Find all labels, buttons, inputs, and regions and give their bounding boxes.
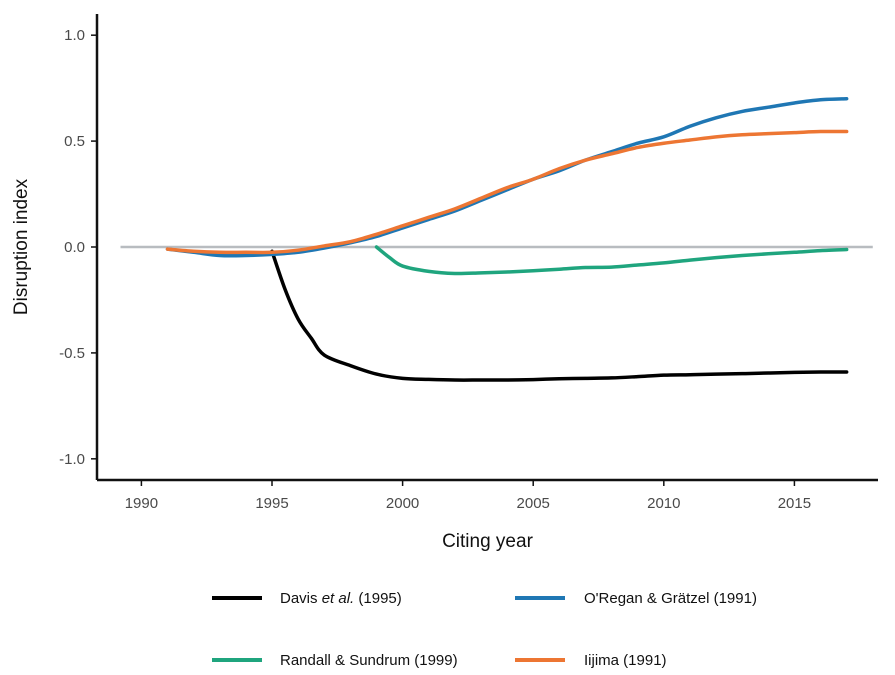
x-tick-label: 1990 xyxy=(125,495,158,512)
x-tick-label: 1995 xyxy=(255,495,288,512)
y-axis-title: Disruption index xyxy=(11,178,32,315)
x-tick-label: 2015 xyxy=(778,495,811,512)
y-tick-label: 0.5 xyxy=(64,133,85,150)
y-tick-label: -0.5 xyxy=(59,345,85,362)
legend-item-iijima-1991: Iijima (1991) xyxy=(515,652,667,669)
legend-item-davis-et-al-1995: Davis et al. (1995) xyxy=(212,590,402,607)
axes: -1.0 -0.5 0.0 0.5 1.0 1990 1995 2000 2005 2010 201… xyxy=(59,14,878,512)
series-line-iijima-1991 xyxy=(165,129,849,255)
legend-item-randall-sundrum-1999: Randall & Sundrum (1999) xyxy=(212,652,458,669)
x-tick-label: 2005 xyxy=(517,495,550,512)
legend-label: Iijima (1991) xyxy=(584,652,667,669)
series-line-oregan-gratzel-1991 xyxy=(165,96,849,258)
series-line-davis-et-al-1995 xyxy=(270,249,849,382)
legend-label: Randall & Sundrum (1999) xyxy=(280,652,458,669)
legend-label: O'Regan & Grätzel (1991) xyxy=(584,590,757,607)
y-tick-label: -1.0 xyxy=(59,451,85,468)
series-lines xyxy=(165,96,849,382)
legend: Davis et al. (1995) O'Regan & Grätzel (19… xyxy=(212,590,757,669)
y-tick-label: 0.0 xyxy=(64,239,85,256)
legend-item-oregan-gratzel-1991: O'Regan & Grätzel (1991) xyxy=(515,590,757,607)
legend-label: Davis et al. (1995) xyxy=(280,590,402,607)
x-axis-title: Citing year xyxy=(442,531,533,552)
x-tick-label: 2000 xyxy=(386,495,419,512)
series-line-randall-sundrum-1999 xyxy=(374,245,849,276)
y-tick-label: 1.0 xyxy=(64,27,85,44)
x-tick-label: 2010 xyxy=(647,495,680,512)
